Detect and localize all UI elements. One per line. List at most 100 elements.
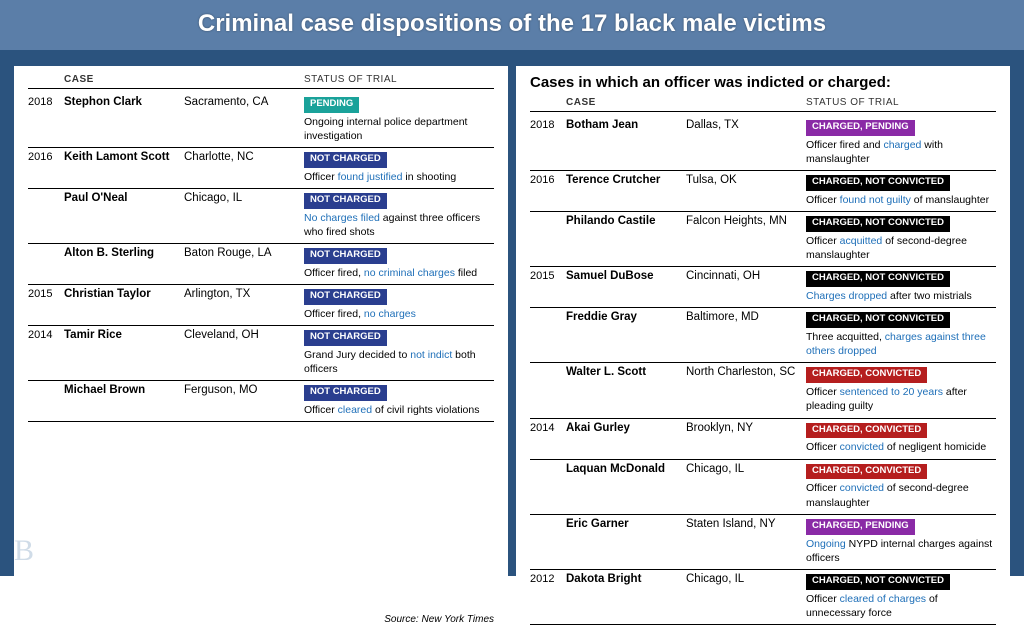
- cell-location: Charlotte, NC: [184, 151, 304, 184]
- status-note: Officer sentenced to 20 years after plea…: [806, 386, 967, 412]
- cell-year: [28, 247, 64, 280]
- status-badge: CHARGED, NOT CONVICTED: [806, 271, 950, 287]
- right-panel: Cases in which an officer was indicted o…: [516, 66, 1010, 631]
- status-badge: CHARGED, CONVICTED: [806, 367, 927, 383]
- status-badge: PENDING: [304, 97, 359, 113]
- hdr-case: CASE: [64, 74, 184, 85]
- cell-year: 2012: [530, 573, 566, 620]
- table-row: 2015Christian TaylorArlington, TXNOT CHA…: [28, 285, 494, 326]
- status-note: Three acquitted, charges against three o…: [806, 331, 986, 357]
- cell-status: CHARGED, CONVICTED Officer sentenced to 2…: [806, 366, 996, 413]
- cell-name: Botham Jean: [566, 119, 686, 166]
- table-row: 2016Keith Lamont ScottCharlotte, NCNOT C…: [28, 148, 494, 189]
- table-row: Walter L. ScottNorth Charleston, SCCHARG…: [530, 363, 996, 418]
- cell-name: Keith Lamont Scott: [64, 151, 184, 184]
- table-row: Philando CastileFalcon Heights, MNCHARGE…: [530, 212, 996, 267]
- cell-location: Arlington, TX: [184, 288, 304, 321]
- cell-name: Eric Garner: [566, 518, 686, 565]
- cell-status: CHARGED, PENDING Ongoing NYPD internal ch…: [806, 518, 996, 565]
- table-row: 2015Samuel DuBoseCincinnati, OHCHARGED, …: [530, 267, 996, 308]
- cell-location: Dallas, TX: [686, 119, 806, 166]
- table-row: 2016Terence CrutcherTulsa, OKCHARGED, NO…: [530, 171, 996, 212]
- cell-status: CHARGED, NOT CONVICTED Charges dropped af…: [806, 270, 996, 303]
- panels-wrap: CASE STATUS OF TRIAL 2018Stephon ClarkSa…: [0, 50, 1024, 631]
- highlight-text: not indict: [410, 349, 452, 361]
- highlight-text: found not guilty: [840, 194, 911, 206]
- cell-location: North Charleston, SC: [686, 366, 806, 413]
- status-badge: NOT CHARGED: [304, 330, 387, 346]
- status-badge: CHARGED, PENDING: [806, 120, 915, 136]
- cell-year: 2018: [28, 96, 64, 143]
- status-note: Grand Jury decided to not indict both of…: [304, 349, 476, 375]
- hdr-status: STATUS OF TRIAL: [304, 74, 494, 85]
- status-badge: CHARGED, NOT CONVICTED: [806, 312, 950, 328]
- table-header: CASE STATUS OF TRIAL: [28, 74, 494, 89]
- source-label: Source: New York Times: [384, 614, 494, 625]
- highlight-text: cleared: [338, 404, 372, 416]
- cell-location: Brooklyn, NY: [686, 422, 806, 455]
- table-row: Paul O'NealChicago, ILNOT CHARGED No char…: [28, 189, 494, 244]
- table-row: Eric GarnerStaten Island, NYCHARGED, PEN…: [530, 515, 996, 570]
- cell-name: Paul O'Neal: [64, 192, 184, 239]
- status-note: Officer found justified in shooting: [304, 171, 456, 183]
- highlight-text: charges against three others dropped: [806, 331, 986, 357]
- cell-name: Akai Gurley: [566, 422, 686, 455]
- table-row: Freddie GrayBaltimore, MDCHARGED, NOT CO…: [530, 308, 996, 363]
- cell-status: CHARGED, PENDING Officer fired and charge…: [806, 119, 996, 166]
- status-note: No charges filed against three officers …: [304, 212, 480, 238]
- cell-name: Philando Castile: [566, 215, 686, 262]
- highlight-text: acquitted: [840, 235, 883, 247]
- status-badge: NOT CHARGED: [304, 248, 387, 264]
- cell-year: 2018: [530, 119, 566, 166]
- page-title: Criminal case dispositions of the 17 bla…: [0, 0, 1024, 50]
- status-badge: CHARGED, PENDING: [806, 519, 915, 535]
- cell-status: NOT CHARGEDOfficer fired, no charges: [304, 288, 494, 321]
- cell-location: Falcon Heights, MN: [686, 215, 806, 262]
- status-note: Officer fired, no charges: [304, 308, 416, 320]
- slide: Criminal case dispositions of the 17 bla…: [0, 0, 1024, 576]
- highlight-text: no charges: [364, 308, 416, 320]
- cell-location: Chicago, IL: [686, 463, 806, 510]
- status-note: Officer convicted of negligent homicide: [806, 441, 986, 453]
- cell-location: Chicago, IL: [184, 192, 304, 239]
- table-row: Alton B. SterlingBaton Rouge, LANOT CHAR…: [28, 244, 494, 285]
- cell-status: NOT CHARGED Officer found justified in sh…: [304, 151, 494, 184]
- cell-year: [530, 215, 566, 262]
- status-note: Officer found not guilty of manslaughter: [806, 194, 989, 206]
- status-note: Officer fired and charged with manslaugh…: [806, 139, 943, 165]
- cell-location: Sacramento, CA: [184, 96, 304, 143]
- cell-status: NOT CHARGEDOfficer cleared of civil righ…: [304, 384, 494, 417]
- cell-name: Dakota Bright: [566, 573, 686, 620]
- cell-status: NOT CHARGEDOfficer fired, no criminal ch…: [304, 247, 494, 280]
- status-note: Officer cleared of charges of unnecessar…: [806, 593, 938, 619]
- cell-status: NOT CHARGED No charges filed against thre…: [304, 192, 494, 239]
- cell-name: Walter L. Scott: [566, 366, 686, 413]
- highlight-text: Charges dropped: [806, 290, 887, 302]
- status-badge: NOT CHARGED: [304, 385, 387, 401]
- table-row: Michael BrownFerguson, MONOT CHARGEDOffi…: [28, 381, 494, 422]
- cell-name: Freddie Gray: [566, 311, 686, 358]
- table-row: 2012Dakota BrightChicago, ILCHARGED, NOT…: [530, 570, 996, 625]
- status-note: Ongoing NYPD internal charges against of…: [806, 538, 992, 564]
- status-note: Charges dropped after two mistrials: [806, 290, 972, 302]
- status-note: Officer convicted of second-degree mansl…: [806, 482, 969, 508]
- highlight-text: convicted: [840, 441, 884, 453]
- cell-year: 2014: [28, 329, 64, 376]
- cell-status: CHARGED, NOT CONVICTEDOfficer acquitted …: [806, 215, 996, 262]
- cell-year: 2016: [530, 174, 566, 207]
- highlight-text: found justified: [338, 171, 403, 183]
- cell-status: CHARGED, CONVICTED Officer convicted of n…: [806, 422, 996, 455]
- status-badge: NOT CHARGED: [304, 193, 387, 209]
- cell-year: 2014: [530, 422, 566, 455]
- cell-location: Ferguson, MO: [184, 384, 304, 417]
- status-badge: NOT CHARGED: [304, 152, 387, 168]
- cell-location: Baltimore, MD: [686, 311, 806, 358]
- status-badge: CHARGED, CONVICTED: [806, 423, 927, 439]
- cell-year: [530, 311, 566, 358]
- cell-year: 2015: [28, 288, 64, 321]
- cell-year: 2015: [530, 270, 566, 303]
- logo: B: [14, 534, 34, 568]
- cell-location: Cleveland, OH: [184, 329, 304, 376]
- cell-year: [28, 384, 64, 417]
- cell-year: [530, 518, 566, 565]
